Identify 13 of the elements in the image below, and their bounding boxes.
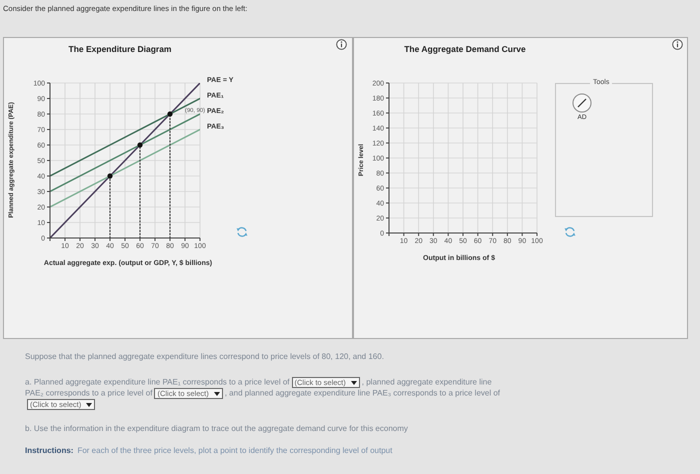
text: PAE₂ corresponds to a price level of	[25, 388, 152, 398]
text: , and planned aggregate expenditure line PAE₃ corresponds to a price level of	[224, 388, 500, 398]
text: b. Use the information in the expenditure diagram to trace out the aggregate demand curve for this economy	[25, 424, 409, 434]
text: For each of the three price levels, plot a point to identify the corresponding level of output	[77, 446, 392, 455]
chart-title: The Aggregate Demand Curve	[403, 44, 527, 55]
point	[107, 173, 113, 179]
text: a. Planned aggregate expenditure line PAE₁ corresponds to a price level of	[25, 378, 290, 387]
point	[167, 111, 173, 117]
text: , planned aggregate expenditure line	[362, 378, 492, 387]
text: Suppose that the planned aggregate expenditure lines correspond to price levels of 80, 120, and 160.	[25, 352, 385, 362]
text: Instructions:	[25, 446, 74, 455]
chart-title: The Expenditure Diagram	[68, 44, 172, 55]
point	[137, 142, 143, 148]
